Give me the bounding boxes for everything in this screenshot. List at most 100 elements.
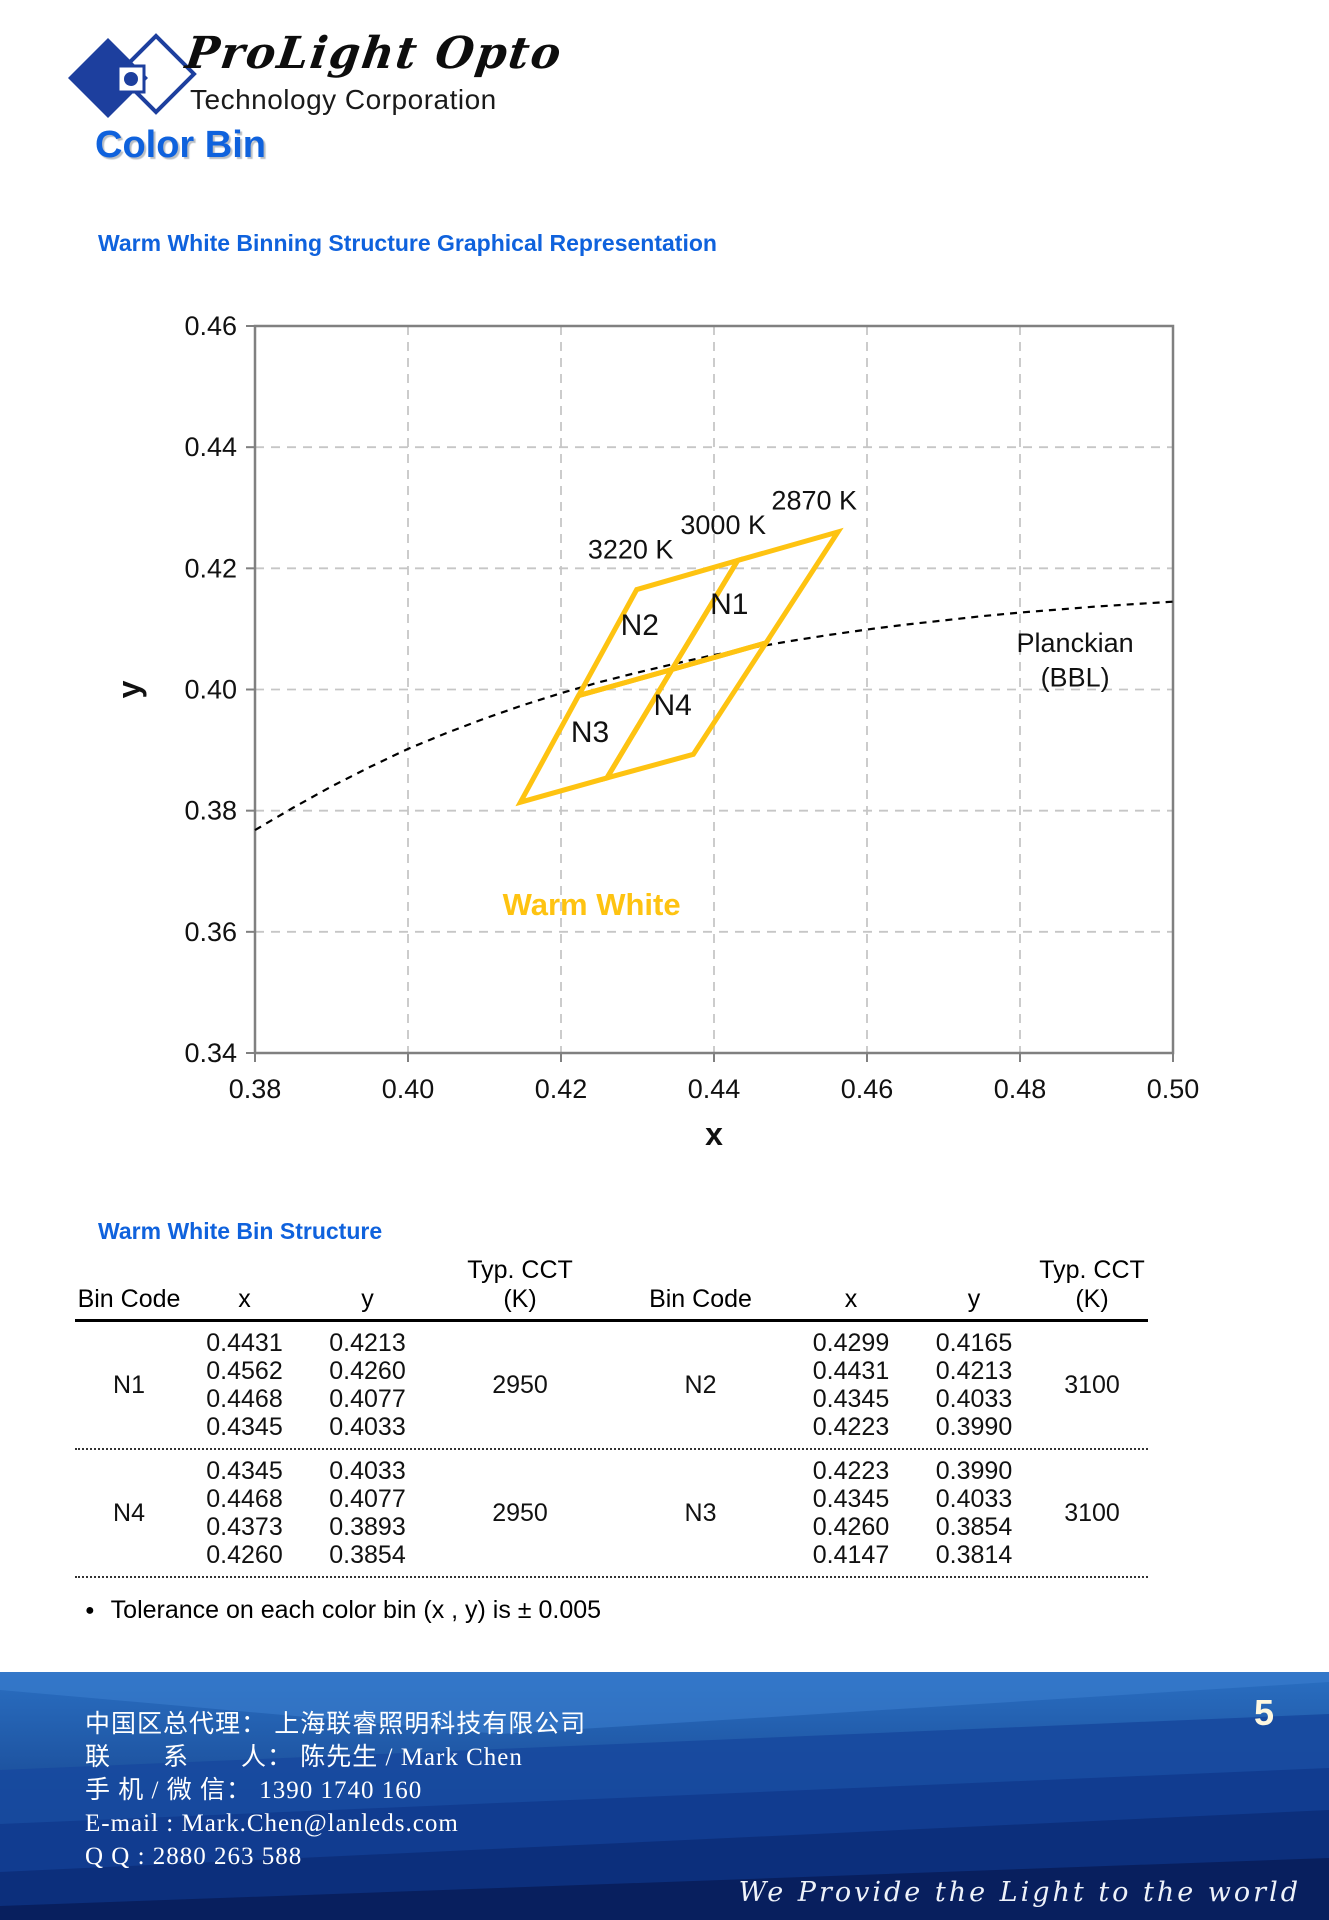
coordinate-value: 0.4562 [206, 1357, 283, 1385]
table-row: N1 0.4431 0.4562 0.4468 0.4345 0.4213 0.4260 0.… [75, 1322, 1148, 1450]
y-axis-title: y [111, 680, 147, 698]
coordinate-value: 0.4077 [329, 1485, 406, 1513]
prolight-logo-icon [60, 26, 200, 130]
x-tick-label: 0.46 [841, 1074, 894, 1104]
x-tick-label: 0.44 [688, 1074, 741, 1104]
x-header: x [844, 1285, 858, 1313]
x-values-cell: 0.4345 0.4468 0.4373 0.4260 [183, 1455, 306, 1571]
x-tick-label: 0.40 [382, 1074, 435, 1104]
y-tick-label: 0.40 [184, 675, 237, 705]
bin-code-cell: N1 [113, 1370, 145, 1399]
chromaticity-bin-chart: 0.38 0.40 0.42 0.44 0.46 0.48 0.50 0.34 0.36 0.38… [111, 311, 1200, 1152]
footer-contact-line: 联 系 人： 陈先生 / Mark Chen [85, 1744, 523, 1771]
cct-cell: 2950 [492, 1370, 548, 1399]
table-row: N4 0.4345 0.4468 0.4373 0.4260 0.4033 0.4077 0.… [75, 1450, 1148, 1578]
cct-label: 3000 K [680, 510, 766, 540]
coordinate-value: 0.4223 [812, 1413, 890, 1441]
bin-code-cell: N4 [113, 1498, 145, 1527]
table-heading: Warm White Bin Structure [98, 1218, 383, 1244]
coordinate-value: 0.4033 [935, 1385, 1013, 1413]
tolerance-note: ● Tolerance on each color bin (x , y) is… [85, 1596, 601, 1625]
x-values-cell: 0.4431 0.4562 0.4468 0.4345 [183, 1327, 306, 1443]
y-values-cell: 0.4213 0.4260 0.4077 0.4033 [306, 1327, 429, 1443]
cct-label: 2870 K [771, 486, 857, 516]
coordinate-value: 0.4345 [812, 1485, 890, 1513]
chart-annotation: Planckian [1017, 628, 1134, 658]
coordinate-value: 0.3893 [329, 1513, 406, 1541]
footer-contact-line: 手 机 / 微 信： 1390 1740 160 [85, 1777, 423, 1804]
bin-region-N3 [515, 665, 678, 807]
bin-code-header: Bin Code [649, 1285, 752, 1313]
bin-code-header: Bin Code [77, 1285, 181, 1313]
tolerance-note-text: Tolerance on each color bin (x , y) is ±… [110, 1596, 602, 1624]
coordinate-value: 0.4468 [206, 1385, 283, 1413]
cct-cell: 2950 [492, 1498, 548, 1527]
footer-contact-info: 中国区总代理： 上海联睿照明科技有限公司联 系 人： 陈先生 / Mark Ch… [85, 1708, 586, 1873]
plot-frame [253, 324, 1175, 1055]
coordinate-value: 0.4213 [329, 1329, 406, 1357]
cct-header: Typ. CCT (K) [1039, 1256, 1145, 1313]
y-tick-label: 0.42 [184, 553, 237, 583]
chart-svg: 0.38 0.40 0.42 0.44 0.46 0.48 0.50 0.34 0.36 0.38… [111, 311, 1200, 1152]
footer-banner: 中国区总代理： 上海联睿照明科技有限公司联 系 人： 陈先生 / Mark Ch… [0, 1672, 1329, 1920]
y-tick-label: 0.46 [184, 311, 237, 341]
x-axis-title: x [705, 1116, 723, 1152]
bin-structure-table: Bin Code x y Typ. CCT (K) Bin Code x y Typ. CCT(… [75, 1256, 1148, 1578]
y-tick-label: 0.44 [184, 432, 237, 462]
x-header: x [238, 1285, 251, 1313]
section-subtitle: Warm White Binning Structure Graphical R… [98, 230, 717, 256]
coordinate-value: 0.4077 [329, 1385, 406, 1413]
y-header: y [967, 1285, 981, 1313]
x-tick-label: 0.42 [535, 1074, 588, 1104]
coordinate-value: 0.4033 [329, 1457, 406, 1485]
bin-region-N1 [666, 527, 844, 674]
footer-contact-line: E-mail : Mark.Chen@lanleds.com [85, 1810, 459, 1837]
coordinate-value: 0.3854 [935, 1513, 1013, 1541]
bullet-icon: ● [85, 1602, 95, 1619]
footer-contact-line: 中国区总代理： 上海联睿照明科技有限公司 [85, 1711, 587, 1738]
x-values-cell: 0.4223 0.4345 0.4260 0.4147 [790, 1455, 912, 1571]
coordinate-value: 0.4165 [935, 1329, 1013, 1357]
x-tick-label: 0.48 [994, 1074, 1047, 1104]
coordinate-value: 0.4213 [935, 1357, 1013, 1385]
coordinate-value: 0.4033 [329, 1413, 406, 1441]
footer-wave-background [0, 1672, 1329, 1920]
logo-company-subtitle: Technology Corporation [190, 84, 497, 115]
coordinate-value: 0.3854 [329, 1541, 406, 1569]
table-header-row: Bin Code x y Typ. CCT (K) Bin Code x y Typ. CCT(… [75, 1256, 1148, 1322]
bin-label-N1: N1 [710, 588, 748, 621]
y-header: y [361, 1285, 374, 1313]
cct-label: 3220 K [588, 535, 674, 565]
cct-header: Typ. CCT (K) [467, 1256, 573, 1313]
planckian-bbl-curve [254, 600, 1174, 832]
bin-code-cell: N2 [684, 1370, 717, 1399]
coordinate-value: 0.4345 [206, 1413, 283, 1441]
footer-contact-line: Q Q : 2880 263 588 [85, 1843, 303, 1870]
x-tick-label: 0.50 [1147, 1074, 1200, 1104]
coordinate-value: 0.4345 [812, 1385, 890, 1413]
coordinate-value: 0.3990 [935, 1413, 1013, 1441]
chart-annotation: Warm White [503, 887, 681, 922]
coordinate-value: 0.4260 [812, 1513, 890, 1541]
coordinate-value: 0.4345 [206, 1457, 283, 1485]
bin-label-N2: N2 [621, 609, 659, 642]
coordinate-value: 0.4260 [329, 1357, 406, 1385]
coordinate-value: 0.3990 [935, 1457, 1013, 1485]
coordinate-value: 0.4373 [206, 1513, 283, 1541]
y-tick-label: 0.34 [184, 1038, 237, 1068]
footer-motto: We Provide the Light to the world [738, 1877, 1301, 1908]
x-values-cell: 0.4299 0.4431 0.4345 0.4223 [790, 1327, 912, 1443]
coordinate-value: 0.4431 [206, 1329, 283, 1357]
chart-annotation: (BBL) [1041, 662, 1110, 692]
x-tick-label: 0.38 [229, 1074, 282, 1104]
page-number: 5 [1253, 1692, 1274, 1733]
y-tick-label: 0.38 [184, 796, 237, 826]
coordinate-value: 0.4299 [812, 1329, 890, 1357]
y-values-cell: 0.4165 0.4213 0.4033 0.3990 [912, 1327, 1036, 1443]
y-tick-label: 0.36 [184, 917, 237, 947]
coordinate-value: 0.4468 [206, 1485, 283, 1513]
bin-label-N3: N3 [571, 716, 609, 749]
bin-label-N4: N4 [654, 689, 692, 722]
page-title: Color Bin [95, 124, 266, 166]
y-values-cell: 0.4033 0.4077 0.3893 0.3854 [306, 1455, 429, 1571]
